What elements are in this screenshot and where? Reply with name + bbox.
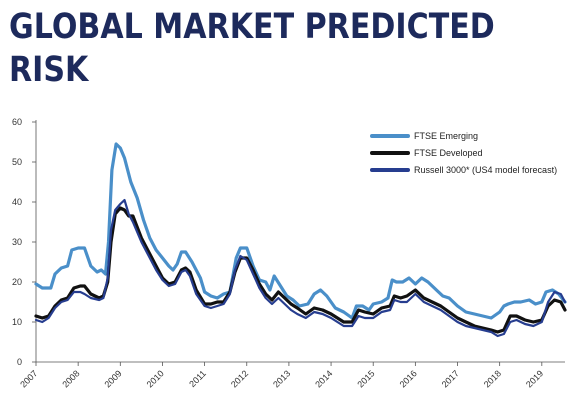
y-tick-label: 10 <box>12 317 22 327</box>
y-tick-label: 60 <box>12 117 22 127</box>
x-tick-label: 2012 <box>229 368 250 389</box>
title-line-2: RISK <box>9 50 89 90</box>
x-tick-label: 2007 <box>18 368 39 389</box>
x-tick-label: 2009 <box>102 368 123 389</box>
x-tick-label: 2013 <box>271 368 292 389</box>
x-tick-label: 2016 <box>398 368 419 389</box>
x-tick-label: 2011 <box>187 368 208 389</box>
y-tick-label: 40 <box>12 197 22 207</box>
legend-label: Russell 3000* (US4 model forecast) <box>414 165 557 175</box>
x-tick-label: 2008 <box>60 368 81 389</box>
x-tick-label: 2010 <box>145 368 166 389</box>
x-tick-label: 2014 <box>313 368 334 389</box>
x-tick-label: 2019 <box>524 368 545 389</box>
legend-label: FTSE Developed <box>414 148 483 158</box>
legend-label: FTSE Emerging <box>414 131 478 141</box>
y-tick-label: 0 <box>17 357 22 367</box>
series-line-ftse-emerging <box>34 142 567 320</box>
y-tick-label: 20 <box>12 277 22 287</box>
series-line-russell-3000-us4-model-forecast <box>34 198 567 338</box>
x-tick-label: 2018 <box>482 368 503 389</box>
series-layer <box>34 142 567 338</box>
x-tick-label: 2017 <box>440 368 461 389</box>
chart-title: GLOBAL MARKET PREDICTED RISK <box>9 6 495 92</box>
y-tick-label: 30 <box>12 237 22 247</box>
x-tick-label: 2015 <box>355 368 376 389</box>
y-tick-label: 50 <box>12 157 22 167</box>
title-line-1: GLOBAL MARKET PREDICTED <box>9 7 495 47</box>
series-line-ftse-developed <box>34 206 567 334</box>
legend: FTSE Emerging FTSE Developed Russell 3000*… <box>370 131 557 175</box>
